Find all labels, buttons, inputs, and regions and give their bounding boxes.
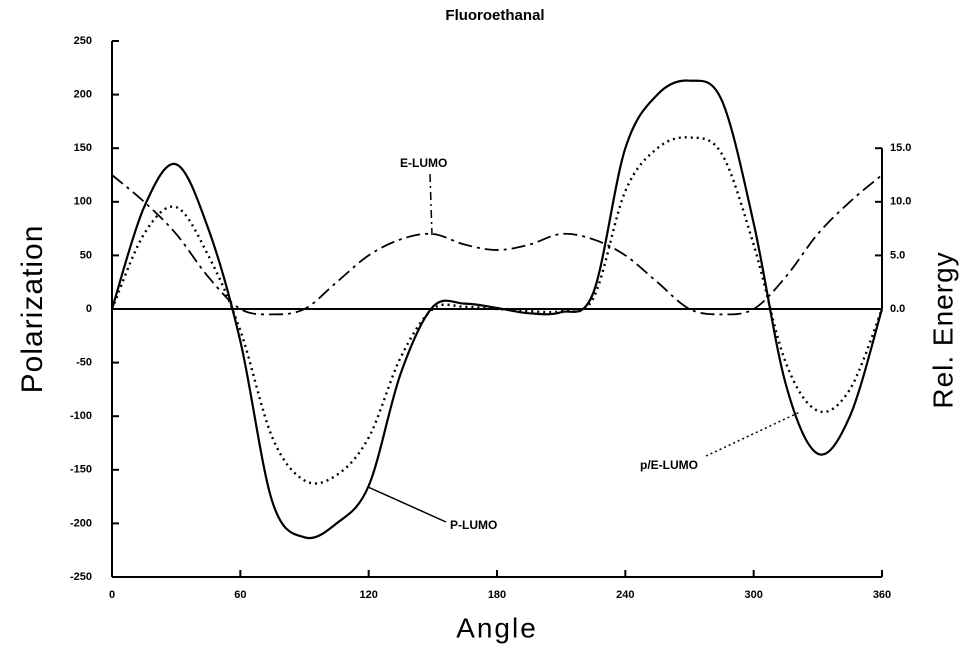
y2-axis-label: Rel. Energy — [927, 251, 958, 408]
y2-tick-label: 15.0 — [890, 142, 911, 154]
series-label: E-LUMO — [400, 156, 447, 170]
y-tick-label: 50 — [80, 249, 92, 261]
y-tick-label: 100 — [74, 196, 92, 208]
series-label: p/E-LUMO — [640, 458, 698, 472]
x-tick-label: 120 — [359, 589, 377, 601]
series-label: P-LUMO — [450, 518, 497, 532]
series-line — [110, 79, 884, 540]
y2-tick-label: 10.0 — [890, 196, 911, 208]
y-tick-label: 200 — [74, 89, 92, 101]
y-tick-label: -100 — [70, 410, 92, 422]
y-axis-label: Polarization — [16, 225, 49, 394]
y-tick-label: -150 — [70, 464, 92, 476]
x-axis-label: Angle — [456, 612, 538, 643]
y2-tick-label: 0.0 — [890, 303, 905, 315]
series-line — [110, 136, 884, 485]
x-tick-label: 60 — [234, 589, 246, 601]
series-line — [111, 174, 883, 316]
y-tick-label: -250 — [70, 571, 92, 583]
y-tick-label: 0 — [86, 303, 92, 315]
x-tick-label: 360 — [873, 589, 891, 601]
x-tick-label: 240 — [616, 589, 634, 601]
y-tick-label: 150 — [74, 142, 92, 154]
x-tick-label: 180 — [488, 589, 506, 601]
x-tick-label: 0 — [109, 589, 115, 601]
label-leader — [367, 486, 447, 523]
y2-tick-label: 5.0 — [890, 249, 905, 261]
y-tick-label: -50 — [76, 357, 92, 369]
label-leader — [705, 411, 801, 457]
y-tick-label: 250 — [74, 35, 92, 47]
label-leader — [429, 173, 433, 236]
y-tick-label: -200 — [70, 517, 92, 529]
chart-title: Fluoroethanal — [445, 7, 544, 24]
x-tick-label: 300 — [744, 589, 762, 601]
